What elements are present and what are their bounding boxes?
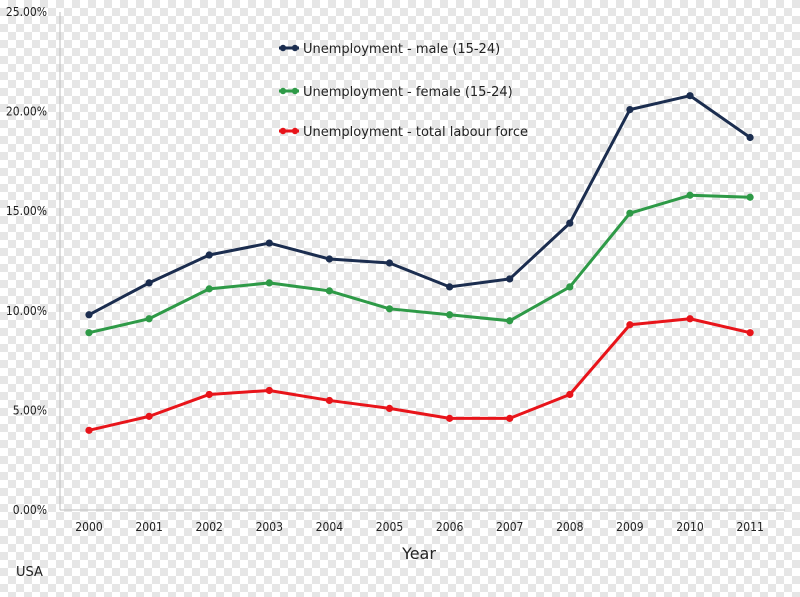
data-point [145, 412, 153, 420]
legend-swatch-marker [291, 127, 299, 135]
x-axis-title: Year [401, 544, 436, 563]
x-tick-label: 2007 [496, 520, 523, 534]
data-point [325, 287, 333, 295]
data-point [566, 283, 574, 291]
data-point [385, 259, 394, 267]
data-point [566, 219, 574, 227]
legend-label: Unemployment - total labour force [303, 125, 528, 140]
data-point [85, 426, 93, 434]
series-line-1 [88, 193, 751, 335]
data-point [205, 285, 213, 293]
series-line-0 [88, 94, 751, 317]
data-point [686, 92, 694, 100]
data-point [566, 390, 574, 399]
y-tick-label: 0.00% [13, 503, 47, 517]
x-tick-label: 2000 [75, 520, 103, 534]
data-point [265, 239, 273, 247]
data-point [145, 315, 153, 323]
data-point [626, 106, 634, 114]
x-tick-label: 2004 [316, 520, 344, 534]
data-point [85, 311, 93, 319]
x-tick-label: 2005 [376, 520, 403, 534]
x-tick-label: 2002 [195, 520, 222, 534]
data-point [85, 329, 93, 337]
legend-swatch-marker [279, 87, 287, 95]
data-point [686, 191, 694, 199]
series-line-2 [88, 317, 751, 432]
data-point [265, 386, 273, 395]
legend-swatch-marker [279, 44, 287, 52]
x-tick-label: 2006 [436, 520, 464, 534]
y-tick-label: 25.00% [6, 5, 47, 19]
y-tick-labels: 0.00% 5.00% 10.00% 15.00% 20.00% 25.00% [6, 5, 47, 517]
data-point [205, 390, 213, 399]
data-point [325, 396, 333, 405]
data-point [746, 193, 754, 201]
series-lines [85, 92, 754, 434]
data-point [626, 321, 634, 329]
data-point [325, 255, 333, 263]
data-point [506, 414, 514, 422]
country-label: USA [16, 565, 43, 580]
data-point [265, 279, 273, 287]
data-point [446, 311, 454, 319]
y-tick-label: 15.00% [6, 204, 47, 218]
y-tick-label: 20.00% [6, 105, 47, 119]
legend: Unemployment - male (15-24) Unemployment … [279, 42, 528, 140]
data-point [506, 317, 514, 325]
x-tick-labels: 2000 2001 2002 2003 2004 2005 2006 2007 2008 2009… [75, 520, 764, 534]
x-tick-label: 2003 [256, 520, 283, 534]
data-point [626, 209, 634, 217]
data-point [506, 275, 514, 283]
legend-swatch-marker [291, 87, 299, 95]
data-point [686, 315, 694, 323]
data-point [205, 251, 213, 259]
x-tick-label: 2009 [616, 520, 644, 534]
y-tick-label: 5.00% [13, 403, 47, 417]
data-point [385, 305, 394, 313]
y-tick-label: 10.00% [6, 304, 47, 318]
legend-label: Unemployment - female (15-24) [303, 85, 513, 100]
data-point [145, 279, 153, 287]
x-tick-label: 2008 [556, 520, 584, 534]
data-point [446, 414, 454, 422]
legend-swatch-marker [291, 44, 299, 52]
data-point [746, 329, 754, 337]
data-point [385, 404, 394, 413]
x-tick-label: 2011 [736, 520, 763, 534]
x-tick-label: 2010 [676, 520, 704, 534]
x-tick-label: 2001 [135, 520, 162, 534]
legend-label: Unemployment - male (15-24) [303, 42, 500, 57]
data-point [446, 283, 454, 291]
legend-swatch-marker [279, 127, 287, 135]
data-point [746, 133, 754, 142]
